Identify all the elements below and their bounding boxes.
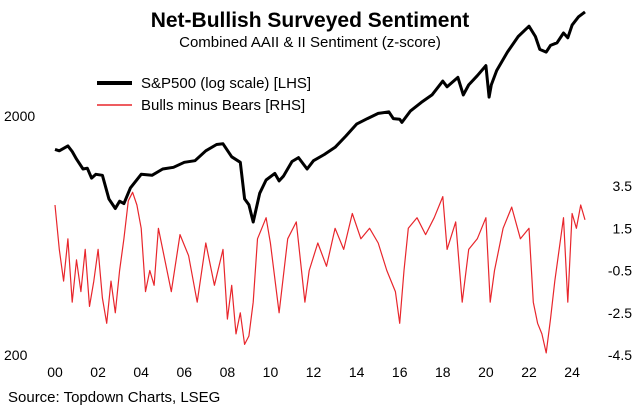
x-tick-label: 24 (564, 364, 580, 380)
legend-label-bulls-bears: Bulls minus Bears [RHS] (141, 97, 305, 114)
x-tick-label: 06 (176, 364, 192, 380)
legend: S&P500 (log scale) [LHS] Bulls minus Bea… (97, 75, 311, 114)
x-tick-label: 20 (478, 364, 494, 380)
x-axis: 00 02 04 06 08 10 12 14 16 18 20 22 24 (47, 364, 580, 380)
right-tick-label: -2.5 (608, 305, 632, 321)
bulls-minus-bears-line (54, 191, 586, 354)
x-tick-label: 00 (47, 364, 63, 380)
left-tick-label: 2000 (4, 108, 35, 124)
plot-area (54, 10, 586, 354)
x-tick-label: 04 (133, 364, 149, 380)
right-tick-label: -4.5 (608, 347, 632, 363)
x-tick-label: 16 (392, 364, 408, 380)
left-axis: 2000 200 (4, 108, 35, 363)
x-tick-label: 22 (521, 364, 537, 380)
x-tick-label: 10 (263, 364, 279, 380)
x-tick-label: 12 (306, 364, 322, 380)
chart-title: Net-Bullish Surveyed Sentiment (151, 9, 470, 32)
right-tick-label: 3.5 (613, 178, 633, 194)
x-tick-label: 14 (349, 364, 365, 380)
source-note: Source: Topdown Charts, LSEG (8, 389, 220, 406)
chart-subtitle: Combined AAII & II Sentiment (z-score) (179, 34, 441, 51)
right-tick-label: -0.5 (608, 263, 632, 279)
x-tick-label: 08 (220, 364, 236, 380)
left-tick-label: 200 (4, 347, 28, 363)
legend-label-sp500: S&P500 (log scale) [LHS] (141, 75, 311, 92)
sp500-line (54, 10, 586, 224)
right-tick-label: 1.5 (613, 220, 633, 236)
x-tick-label: 02 (90, 364, 106, 380)
x-tick-label: 18 (435, 364, 451, 380)
right-axis: 3.5 1.5 -0.5 -2.5 -4.5 (608, 178, 632, 363)
